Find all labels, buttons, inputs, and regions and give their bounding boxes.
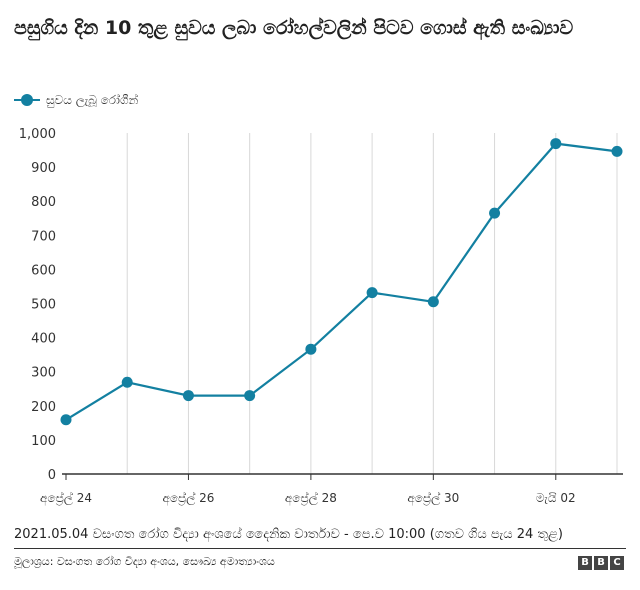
data-point — [489, 207, 501, 219]
line-chart: 0 100 200 300 400 500 600 700 800 900 1,000 අප්‍රේල… — [19, 127, 623, 506]
y-tick-label: 100 — [31, 434, 56, 449]
data-point — [60, 414, 72, 426]
y-tick-label: 300 — [31, 366, 56, 381]
legend-label: සුවය ලැබූ රෝගීන් — [46, 92, 139, 107]
y-tick-label: 700 — [31, 229, 56, 244]
legend-marker — [21, 94, 33, 106]
series-line — [65, 142, 618, 421]
data-point — [427, 296, 439, 308]
y-tick-label: 800 — [31, 195, 56, 210]
y-tick-label: 0 — [48, 468, 56, 483]
y-tick-label: 500 — [31, 298, 56, 313]
y-tick-label: 600 — [31, 263, 56, 278]
bbc-logo-letter: B — [594, 556, 608, 570]
data-point — [611, 145, 623, 157]
bbc-logo-letter: B — [578, 556, 592, 570]
chart-title: පසුගිය දින 10 තුළ සුවය ලබා රෝහල්වලින් පි… — [14, 17, 574, 39]
y-tick-label: 200 — [31, 400, 56, 415]
x-tick-label: අප්‍රේල් 28 — [285, 491, 337, 506]
data-point — [305, 343, 317, 355]
y-tick-label: 400 — [31, 332, 56, 347]
data-point — [244, 390, 256, 402]
data-point — [121, 376, 133, 388]
y-tick-label: 900 — [31, 161, 56, 176]
y-tick-label: 1,000 — [19, 127, 56, 142]
x-tick-label: අප්‍රේල් 24 — [40, 491, 92, 506]
data-point — [366, 287, 378, 299]
x-tick-label: අප්‍රේල් 26 — [162, 491, 214, 506]
data-point — [550, 138, 562, 150]
bbc-logo-letter: C — [610, 556, 624, 570]
divider — [14, 548, 626, 549]
legend-swatch — [14, 93, 40, 107]
x-tick-label: මැයි 02 — [536, 491, 576, 505]
data-point — [182, 390, 194, 402]
source-text: මූලාශ්‍රය: වසංගත රෝග විද්‍යා අංශය, සෞඛ්‍… — [14, 555, 275, 568]
bbc-logo: B B C — [578, 556, 624, 570]
x-tick-label: අප්‍රේල් 30 — [407, 491, 459, 506]
legend: සුවය ලැබූ රෝගීන් — [14, 90, 138, 110]
footnote: 2021.05.04 වසංගත රෝග විද්‍යා අංශයේ දෛනික… — [14, 527, 564, 542]
